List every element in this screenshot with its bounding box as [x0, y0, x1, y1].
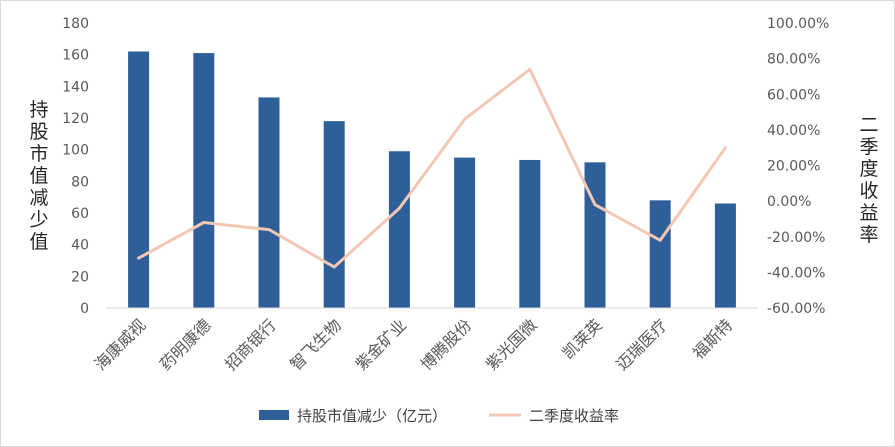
- right-tick-8: 80.00%: [767, 52, 820, 68]
- axis-title-char: 持: [29, 99, 48, 121]
- right-tick-6: 40.00%: [767, 123, 820, 139]
- left-axis-title: 持股市值减少值: [29, 99, 48, 253]
- right-tick-2: -40.00%: [767, 265, 825, 281]
- bar-3: [258, 97, 280, 309]
- right-axis-ticks: -60.00% -40.00% -20.00% 0.00% 20.00% 40.00% 60…: [767, 16, 829, 317]
- bar-6: [454, 157, 476, 308]
- axis-title-char: 减: [29, 187, 48, 209]
- left-tick-40: 40: [71, 238, 89, 254]
- bar-9: [649, 200, 671, 308]
- bar-8: [584, 162, 606, 308]
- right-tick-4: 0.00%: [767, 194, 811, 210]
- right-tick-7: 60.00%: [767, 87, 820, 103]
- bar-10: [714, 203, 736, 308]
- category-label-10: 福斯特: [689, 315, 736, 362]
- bar-7: [519, 159, 541, 308]
- right-tick-9: 100.00%: [767, 16, 829, 32]
- axis-title-char: 值: [29, 165, 48, 187]
- left-tick-120: 120: [62, 111, 89, 127]
- bars-group: [128, 51, 736, 309]
- line-layer: [137, 67, 727, 269]
- right-tick-5: 20.00%: [767, 159, 820, 175]
- bar-5: [388, 151, 410, 308]
- category-label-8: 凯莱英: [558, 315, 605, 362]
- category-label-9: 迈瑞医疗: [612, 315, 671, 374]
- category-labels: 海康威视 药明康德 招商银行 智飞生物 紫金矿业 博腾股份 紫光国微 凯莱英 迈瑞医疗 福斯特: [91, 315, 737, 374]
- category-label-7: 紫光国微: [482, 315, 541, 374]
- right-tick-3: -20.00%: [767, 230, 825, 246]
- legend-swatch-bar: [259, 410, 289, 420]
- left-tick-160: 160: [62, 48, 89, 64]
- axis-title-char: 值: [29, 231, 48, 253]
- bar-4: [323, 121, 345, 309]
- legend-label-bar: 持股市值减少（亿元）: [297, 407, 447, 425]
- right-axis-title: 二季度收益率: [859, 114, 878, 246]
- axis-title-char: 度: [859, 158, 878, 180]
- right-tick-1: -60.00%: [767, 301, 825, 317]
- category-label-2: 药明康德: [156, 315, 215, 374]
- axis-title-char: 股: [29, 121, 48, 143]
- axis-title-char: 市: [29, 143, 48, 165]
- legend: 持股市值减少（亿元） 二季度收益率: [259, 407, 619, 425]
- axis-title-char: 季: [859, 136, 878, 158]
- axis-title-char: 少: [29, 209, 48, 231]
- return-rate-line: [137, 67, 727, 269]
- category-label-4: 智飞生物: [286, 315, 345, 374]
- legend-label-line: 二季度收益率: [529, 407, 619, 425]
- axis-title-char: 二: [859, 114, 878, 136]
- bar-2: [193, 53, 215, 309]
- left-tick-180: 180: [62, 16, 89, 32]
- axis-title-char: 率: [859, 224, 878, 246]
- left-tick-100: 100: [62, 143, 89, 159]
- axis-title-char: 益: [859, 202, 878, 224]
- category-label-6: 博腾股份: [417, 315, 476, 374]
- axis-title-char: 收: [859, 180, 878, 202]
- category-label-1: 海康威视: [91, 315, 150, 374]
- left-tick-80: 80: [71, 174, 89, 190]
- category-label-5: 紫金矿业: [352, 315, 411, 374]
- left-tick-60: 60: [71, 206, 89, 222]
- left-axis-ticks: 0 20 40 60 80 100 120 140 160 180: [62, 16, 89, 317]
- category-label-3: 招商银行: [221, 315, 280, 374]
- left-tick-0: 0: [80, 301, 89, 317]
- left-tick-140: 140: [62, 79, 89, 95]
- left-tick-20: 20: [71, 269, 89, 285]
- bar-1: [128, 51, 150, 308]
